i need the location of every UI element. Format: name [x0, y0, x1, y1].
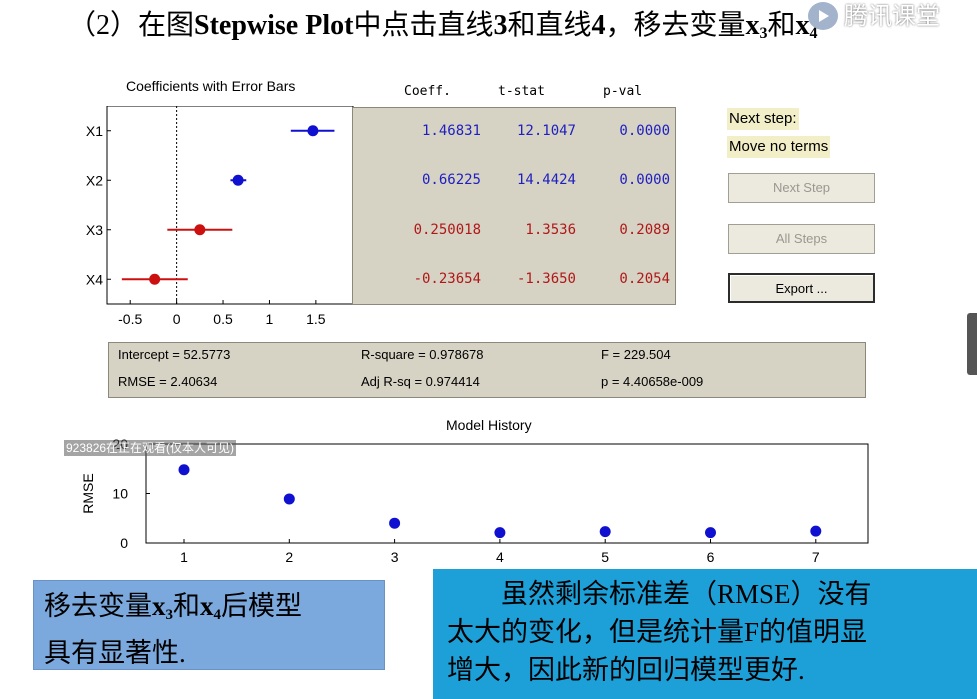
y-tick-label: X4: [86, 271, 103, 287]
x-tick-label: 1: [180, 549, 188, 565]
play-icon: [808, 2, 838, 30]
history-title: Model History: [446, 417, 532, 433]
y-tick-label: 10: [112, 486, 128, 502]
y-tick-label: X2: [86, 172, 103, 188]
history-point: [494, 527, 506, 539]
cell-tstat: 12.1047: [516, 123, 576, 139]
plot-frame: [106, 106, 354, 305]
caption-right: 虽然剩余标准差（RMSE）没有 太大的变化，但是统计量F的值明显 增大，因此新的…: [433, 569, 977, 699]
header-coeff: Coeff.: [404, 84, 451, 99]
x-tick-label: -0.5: [118, 311, 142, 327]
x-tick-label: 1.5: [306, 311, 326, 327]
cell-coeff[interactable]: -0.23654: [413, 271, 481, 287]
x-tick-label: 3: [391, 549, 399, 565]
x-tick-label: 5: [601, 549, 609, 565]
header-pval: p-val: [603, 84, 643, 99]
coef-point: [232, 174, 244, 186]
x-tick-label: 1: [266, 311, 274, 327]
cell-pval: 0.0000: [619, 172, 670, 188]
model-history-plot: 010201234567RMSE: [80, 436, 869, 565]
history-point: [705, 527, 716, 539]
cell-pval: 0.0000: [619, 123, 670, 139]
x-tick-label: 2: [285, 549, 293, 565]
history-point: [810, 525, 822, 537]
cell-pval: 0.2054: [619, 271, 670, 287]
x-tick-label: 4: [496, 549, 504, 565]
coef-point: [149, 273, 161, 285]
x-tick-label: 7: [812, 549, 820, 565]
next-step-label: Next step:: [727, 108, 799, 130]
next-step-value: Move no terms: [727, 136, 831, 158]
history-point: [178, 464, 190, 476]
rmse-value: RMSE = 2.40634: [118, 374, 218, 389]
fstat-value: F = 229.504: [601, 347, 671, 362]
scroll-handle[interactable]: [967, 313, 977, 375]
y-tick-label: 0: [120, 535, 128, 551]
pvalue-value: p = 4.40658e-009: [601, 374, 704, 389]
coef-plot-title: Coefficients with Error Bars: [126, 78, 296, 94]
y-tick-label: X3: [86, 222, 103, 238]
adj-rsq-value: Adj R-sq = 0.974414: [361, 374, 480, 389]
watermark-logo: 腾讯课堂: [808, 0, 977, 30]
cell-tstat: -1.3650: [516, 271, 576, 287]
x-tick-label: 0: [173, 311, 181, 327]
cell-tstat: 1.3536: [525, 222, 576, 238]
export-button[interactable]: Export ...: [728, 273, 875, 303]
slide-title: （2）在图Stepwise Plot中点击直线3和直线4，移去变量x3和x4: [68, 10, 818, 42]
history-frame: [145, 443, 869, 544]
x-tick-label: 0.5: [213, 311, 233, 327]
stats-panel: Intercept = 52.5773 R-square = 0.978678 …: [108, 342, 866, 398]
y-tick-label: X1: [86, 123, 103, 139]
cell-tstat: 14.4424: [516, 172, 576, 188]
coef-point: [307, 125, 319, 137]
caption-left: 移去变量x3和x4后模型 具有显著性.: [33, 580, 385, 670]
cell-coeff[interactable]: 0.250018: [413, 222, 481, 238]
y-axis-label: RMSE: [80, 473, 96, 513]
history-point: [599, 526, 611, 538]
next-step-button[interactable]: Next Step: [728, 173, 875, 203]
rsquare-value: R-square = 0.978678: [361, 347, 484, 362]
history-point: [389, 517, 401, 529]
intercept-value: Intercept = 52.5773: [118, 347, 231, 362]
header-tstat: t-stat: [498, 84, 545, 99]
coef-plot: -0.5 0 0.5 1 1.5 X1 X2 X3 X4: [86, 106, 354, 327]
x-tick-label: 6: [707, 549, 715, 565]
cell-coeff[interactable]: 0.66225: [421, 172, 481, 188]
cell-pval: 0.2089: [619, 222, 670, 238]
all-steps-button[interactable]: All Steps: [728, 224, 875, 254]
coef-point: [194, 224, 206, 236]
history-point: [283, 493, 295, 505]
viewer-overlay-text: 923826在正在观看(仅本人可见): [64, 440, 237, 456]
cell-coeff[interactable]: 1.46831: [421, 123, 481, 139]
coef-table: 1.46831 12.1047 0.0000 0.66225 14.4424 0…: [352, 107, 676, 305]
